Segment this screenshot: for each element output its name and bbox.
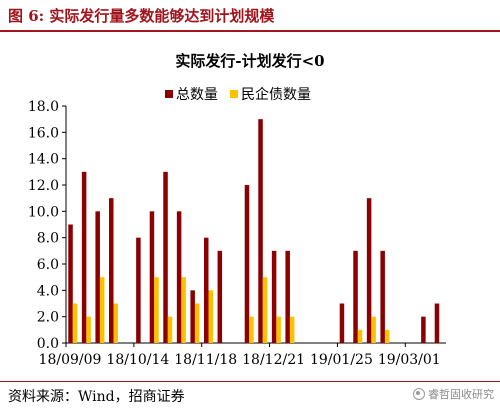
legend-swatch-total	[165, 90, 173, 98]
bar-private	[154, 277, 159, 343]
y-tick-label: 12.0	[28, 178, 59, 194]
bar-total	[244, 185, 250, 343]
legend-label-total: 总数量	[176, 87, 218, 103]
bar-total	[190, 290, 195, 343]
x-tick-label: 18/11/18	[174, 352, 237, 368]
bar-private	[371, 316, 376, 343]
bar-private	[384, 329, 390, 343]
bar-private	[262, 277, 268, 343]
bar-total	[217, 250, 223, 343]
bar-private	[181, 277, 186, 343]
chart-title: 实际发行-计划发行<0	[175, 52, 325, 70]
bar-total	[258, 119, 263, 344]
bar-private	[289, 316, 295, 343]
bar-total	[149, 211, 155, 343]
bar-total	[421, 316, 426, 343]
source-note: 资料来源：Wind，招商证券	[8, 389, 185, 405]
y-tick-label: 10.0	[28, 204, 59, 220]
bar-total	[176, 211, 182, 343]
bar-total	[434, 303, 440, 343]
y-tick-label: 2.0	[37, 310, 59, 326]
bar-total	[163, 171, 168, 343]
chart-legend: 总数量 民企债数量	[165, 84, 323, 104]
x-tick-label: 18/09/09	[39, 352, 102, 368]
bar-total	[380, 250, 385, 343]
x-tick-label: 18/12/21	[242, 352, 305, 368]
y-tick-label: 0.0	[37, 336, 59, 352]
bar-private	[167, 316, 173, 343]
bar-total	[339, 303, 345, 343]
y-tick-label: 14.0	[28, 152, 59, 168]
bar-private	[86, 316, 91, 343]
y-tick-label: 8.0	[37, 231, 59, 247]
wechat-icon	[413, 388, 425, 400]
y-tick-label: 16.0	[28, 125, 59, 141]
bar-total	[136, 237, 141, 343]
figure-header: 图 6: 实际发行量多数能够达到计划规模	[0, 0, 500, 30]
bar-private	[99, 277, 105, 343]
x-tick-label: 19/03/01	[378, 352, 441, 368]
legend-label-private: 民企债数量	[241, 87, 311, 103]
bar-total	[366, 198, 372, 343]
watermark: 睿哲固收研究	[413, 386, 494, 402]
bar-total	[81, 171, 87, 343]
bar-private	[249, 316, 254, 343]
bar-total	[109, 198, 114, 343]
bar-private	[194, 303, 200, 343]
y-tick-label: 4.0	[37, 283, 59, 299]
bar-total	[204, 237, 209, 343]
bar-total	[271, 250, 277, 343]
header-rule	[0, 30, 500, 32]
y-tick-label: 18.0	[28, 99, 59, 115]
footer-rule	[0, 381, 500, 382]
watermark-text: 睿哲固收研究	[428, 388, 494, 401]
bar-total	[285, 250, 290, 343]
legend-item-total: 总数量	[165, 84, 218, 104]
x-tick-label: 18/10/14	[106, 352, 169, 368]
bar-private	[113, 303, 118, 343]
figure-title: 图 6: 实际发行量多数能够达到计划规模	[8, 7, 275, 25]
legend-item-private: 民企债数量	[230, 84, 311, 104]
bar-private	[276, 316, 281, 343]
x-tick-label: 19/01/25	[310, 352, 373, 368]
y-tick-label: 6.0	[37, 257, 59, 273]
bar-total	[95, 211, 100, 343]
bar-private	[72, 303, 78, 343]
bar-private	[357, 329, 363, 343]
bar-private	[208, 290, 213, 343]
bar-total	[353, 250, 358, 343]
bar-total	[68, 224, 73, 343]
legend-swatch-private	[230, 90, 238, 98]
